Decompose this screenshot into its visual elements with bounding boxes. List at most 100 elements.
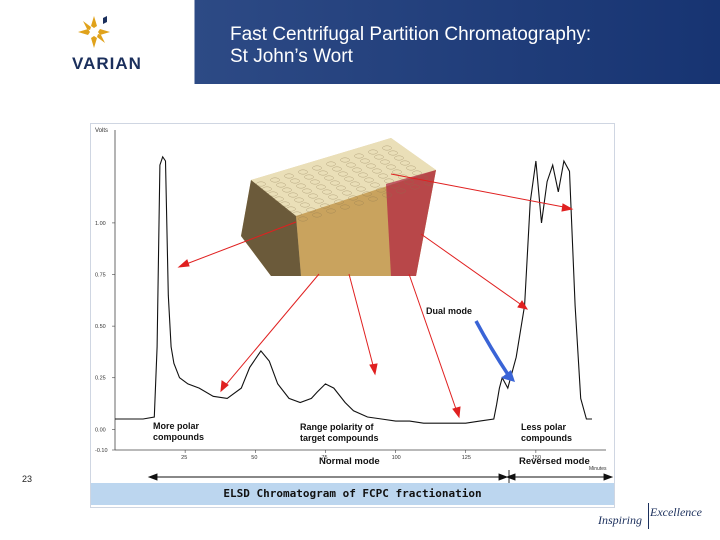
y-tick-label: 1.00	[95, 221, 106, 227]
vial-rim	[302, 188, 312, 194]
annotation-arrows	[177, 173, 574, 419]
mode-span-lines	[147, 470, 614, 484]
vial-rim	[358, 172, 368, 178]
logo-wordmark: VARIAN	[72, 54, 142, 73]
vial-rim	[368, 196, 378, 202]
slide-title: Fast Centrifugal Partition Chromatograph…	[230, 24, 700, 68]
vial-rim	[284, 173, 294, 179]
arrow-less-polar-mid	[420, 233, 524, 307]
vial-rim	[338, 171, 348, 177]
vial-rim	[314, 198, 324, 204]
inspiring-excellence-logo: Inspiring Excellence	[598, 503, 713, 535]
vial-rim	[268, 191, 278, 197]
caption-band: ELSD Chromatogram of FCPC fractionation	[91, 483, 614, 505]
vial-rim	[412, 170, 422, 176]
vial-rim	[380, 159, 390, 165]
vial-rim	[392, 169, 402, 175]
less-polar-label-1: Less polar	[521, 422, 567, 432]
vial-rim	[270, 177, 280, 183]
vial-rim	[388, 150, 398, 156]
vial-rim	[330, 180, 340, 186]
arrow-head	[220, 380, 229, 393]
vial-rim	[298, 216, 308, 222]
vial-rim	[326, 208, 336, 214]
vial-rim	[304, 174, 314, 180]
vial-rim	[310, 179, 320, 185]
page-number: 23	[22, 474, 33, 484]
vial-rim	[384, 178, 394, 184]
vial-rim	[406, 165, 416, 171]
vial-rim	[348, 195, 358, 201]
vial-rim	[404, 179, 414, 185]
vial-rim	[336, 185, 346, 191]
vial-rim	[294, 197, 304, 203]
x-tick-label: 75	[321, 455, 327, 461]
vial-rim	[300, 202, 310, 208]
y-axis-label: Volts	[95, 128, 108, 134]
x-tick-label: 100	[392, 455, 401, 461]
normal-mode-label: Normal mode	[319, 456, 380, 467]
vial-rim	[368, 149, 378, 155]
tagline-inspiring: Inspiring	[598, 513, 643, 527]
y-tick-label: 0.25	[95, 376, 106, 382]
vial-rack-image	[241, 138, 436, 276]
vial-rim	[344, 176, 354, 182]
varian-star-icon	[78, 16, 110, 48]
x-tick-label: 125	[462, 455, 471, 461]
y-tick-label: -0.10	[95, 448, 108, 454]
vial-rim	[274, 196, 284, 202]
vial-rim	[340, 204, 350, 210]
tagline-excellence: Excellence	[650, 505, 702, 519]
vial-rim	[326, 161, 336, 167]
vial-rim	[394, 155, 404, 161]
x-tick-label: 50	[251, 455, 257, 461]
title-band	[0, 0, 720, 84]
vial-rim	[334, 199, 344, 205]
reversed-mode-label: Reversed mode	[519, 456, 590, 467]
vial-rim	[362, 191, 372, 197]
arrow-less-polar-top	[390, 173, 570, 209]
vial-rim	[276, 182, 286, 188]
vial-rim	[328, 194, 338, 200]
title-line-1: Fast Centrifugal Partition Chromatograph…	[230, 24, 592, 45]
vial-rim	[410, 184, 420, 190]
x-tick-label: 150	[532, 455, 541, 461]
vial-rim	[382, 192, 392, 198]
vial-rim	[280, 201, 290, 207]
vial-rim	[288, 192, 298, 198]
vial-rim	[382, 145, 392, 151]
range-polarity-label-1: Range polarity of	[300, 422, 375, 432]
vial-rim	[322, 189, 332, 195]
vial-rim	[400, 160, 410, 166]
y-tick-label: 0.75	[95, 273, 106, 279]
x-ticks: 25 50 75 100 125 150	[181, 450, 541, 461]
vial-rim	[286, 206, 296, 212]
vial-rim	[350, 181, 360, 187]
vial-rim	[306, 207, 316, 213]
less-polar-label-2: compounds	[521, 433, 572, 443]
vial-rim	[390, 183, 400, 189]
vial-rim	[370, 182, 380, 188]
vial-rim	[312, 212, 322, 218]
arrow-head	[177, 259, 190, 268]
more-polar-label-2: compounds	[153, 432, 204, 442]
vial-rim	[374, 154, 384, 160]
vial-rim	[290, 178, 300, 184]
vial-rim	[354, 200, 364, 206]
vial-rim	[324, 175, 334, 181]
vial-rim	[356, 186, 366, 192]
vial-rim	[298, 169, 308, 175]
vial-rim	[378, 173, 388, 179]
arrow-range-3	[408, 273, 458, 413]
arrow-more-polar	[180, 221, 297, 267]
vial-rim	[292, 211, 302, 217]
vial-rim	[396, 188, 406, 194]
vial-rim	[312, 165, 322, 171]
vial-rim	[342, 190, 352, 196]
vial-rim	[256, 181, 266, 187]
y-tick-label: 0.00	[95, 427, 106, 433]
y-tick-label: 0.50	[95, 324, 106, 330]
tagline-divider	[648, 503, 649, 529]
more-polar-label-1: More polar	[153, 421, 200, 431]
slide-header: VARIAN Fast Centrifugal Partition Chroma…	[0, 0, 720, 84]
